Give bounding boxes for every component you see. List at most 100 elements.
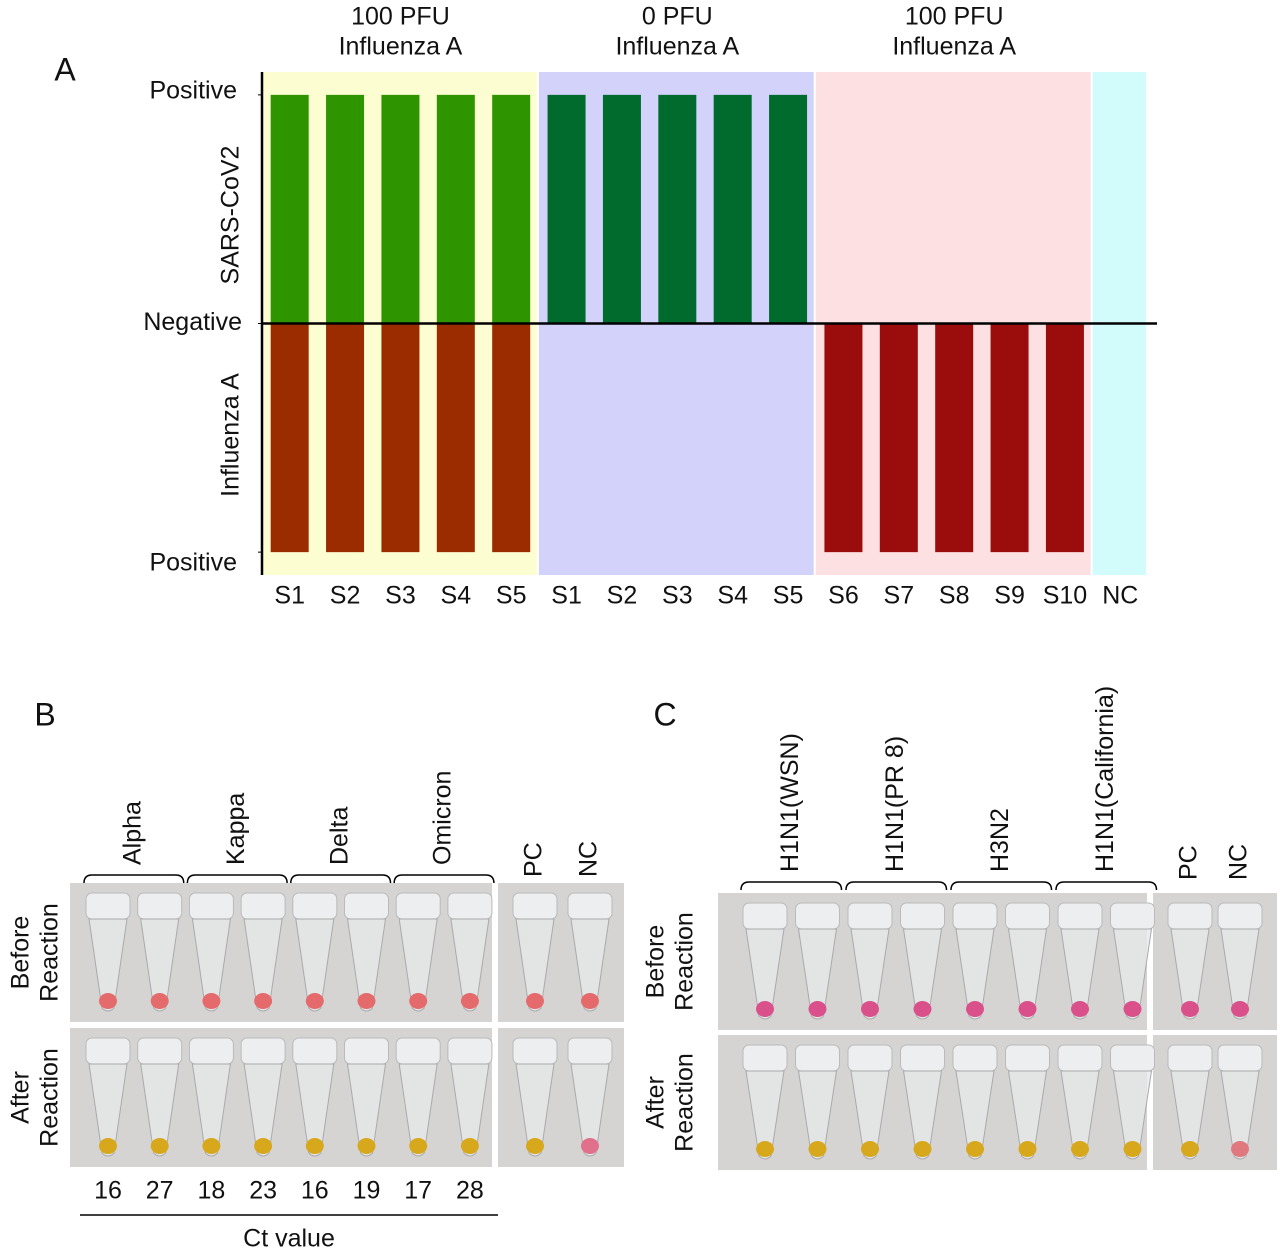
tube-cap [395,892,441,920]
tube [1057,902,1103,1020]
tube [137,1037,183,1157]
x-tick-label: S10 [1043,582,1087,610]
tube-liquid [861,1001,879,1017]
tube-cap [567,1037,613,1065]
tube [795,1044,840,1160]
group-label: H3N2 [986,808,1014,872]
tube-cap [1110,902,1155,930]
tube-cap [188,892,234,920]
tube-cap [567,892,613,920]
x-tick-label: S7 [884,582,915,610]
tube-body [515,918,555,1012]
ct-value: 16 [301,1177,329,1205]
tube [344,1037,389,1157]
bracket [393,874,495,884]
bar [547,94,586,324]
tube-cap [512,1037,558,1065]
control-label: PC [1175,845,1203,880]
tube-liquid [1181,1141,1199,1157]
bracket [740,881,843,891]
tube-cap [137,1037,183,1065]
tube-liquid [1071,1141,1089,1157]
tube-body [902,928,943,1020]
tube [900,1044,945,1160]
tube-body [1060,928,1100,1020]
tube-body [955,928,995,1020]
bar [824,323,863,553]
x-tick-label: S8 [939,582,970,610]
tube-body [88,1063,128,1157]
ct-value: 27 [146,1177,174,1205]
tube-body [570,918,610,1012]
tube-body [191,918,231,1012]
row-label: After [642,1076,670,1129]
tube [1110,902,1155,1020]
tube [137,892,183,1012]
tube-body [1007,928,1048,1020]
bar [990,323,1029,553]
tube [1217,902,1263,1020]
tube [447,892,493,1012]
tube-body [295,918,335,1012]
tube-body [1112,928,1153,1020]
tube-cap [900,902,945,930]
tube-liquid [460,993,479,1009]
tube-cap [795,1044,840,1072]
tube [447,1037,493,1157]
group-label: Alpha [118,801,146,865]
tube-liquid [1181,1001,1199,1017]
group-label: H1N1(California) [1091,686,1119,872]
tube-body [140,1063,180,1157]
tube-body [191,1063,231,1157]
x-tick-label: S1 [274,582,305,610]
tube [1005,902,1050,1020]
x-tick-label: S9 [994,582,1025,610]
bar [436,323,475,553]
tube-cap [395,1037,441,1065]
x-tick-label: S5 [496,582,527,610]
tube-liquid [1231,1141,1249,1157]
tube-cap [447,1037,493,1065]
tube-body [745,1070,785,1160]
tube-liquid [913,1141,932,1157]
tube-body [570,1063,610,1157]
tube [512,892,558,1012]
tube-cap [292,892,338,920]
bracket [1055,881,1158,891]
tube-cap [847,902,893,930]
tube-liquid [305,993,324,1009]
tube-cap [344,1037,389,1065]
tube-liquid [966,1141,984,1157]
tube-liquid [409,1138,428,1154]
tube-liquid [254,993,273,1009]
tube [1217,1044,1263,1160]
tube [952,902,998,1020]
bracket [186,874,288,884]
tube-body [1112,1070,1153,1160]
tube-cap [85,892,131,920]
tube-body [450,1063,490,1157]
tube-cap [292,1037,338,1065]
y-tick-label: Positive [149,76,237,104]
x-tick-label: S4 [441,582,472,610]
tube-body [1060,1070,1100,1160]
bar [326,94,365,324]
tube-cap [1217,1044,1263,1072]
tube-liquid [202,993,221,1009]
tube [240,892,286,1012]
tube-liquid [1231,1001,1249,1017]
tube-cap [952,902,998,930]
tube [567,1037,613,1157]
tube [1057,1044,1103,1160]
bar [935,323,974,553]
tube-body [243,1063,283,1157]
tube [1167,1044,1213,1160]
tube-liquid [1018,1141,1037,1157]
tube-liquid [99,993,117,1009]
tube-cap [240,892,286,920]
tube-body [398,918,438,1012]
tube-body [450,918,490,1012]
group-title: 100 PFU [351,3,450,31]
tube [188,892,234,1012]
tube-liquid [357,993,376,1009]
